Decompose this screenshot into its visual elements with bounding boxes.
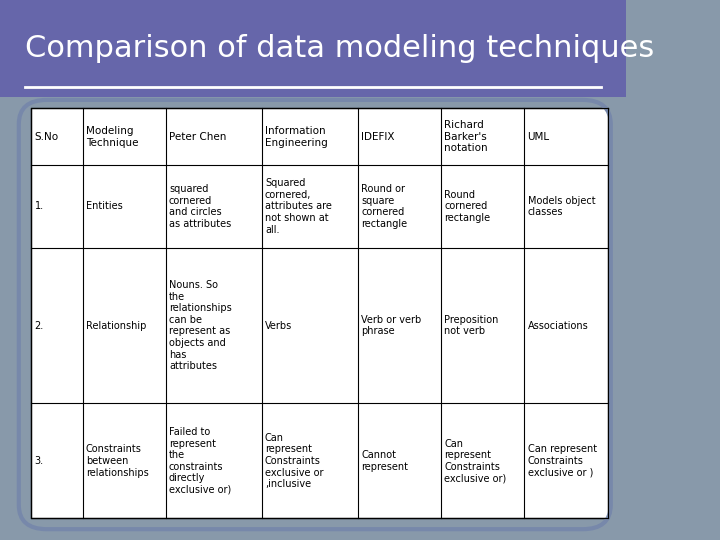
Text: Information
Engineering: Information Engineering bbox=[265, 126, 328, 147]
Text: Comparison of data modeling techniques: Comparison of data modeling techniques bbox=[25, 34, 654, 63]
Text: 3.: 3. bbox=[35, 456, 44, 466]
Bar bbox=[32, 108, 608, 518]
Text: Cannot
represent: Cannot represent bbox=[361, 450, 408, 472]
Text: Can
represent
Constraints
exclusive or): Can represent Constraints exclusive or) bbox=[444, 438, 507, 483]
Text: Richard
Barker's
notation: Richard Barker's notation bbox=[444, 120, 488, 153]
Text: Squared
cornered,
attributes are
not shown at
all.: Squared cornered, attributes are not sho… bbox=[265, 178, 332, 235]
Text: Relationship: Relationship bbox=[86, 321, 146, 330]
Text: Failed to
represent
the
constraints
directly
exclusive or): Failed to represent the constraints dire… bbox=[169, 427, 231, 495]
Bar bbox=[0, 0, 626, 97]
Text: Modeling
Technique: Modeling Technique bbox=[86, 126, 138, 147]
Text: Verb or verb
phrase: Verb or verb phrase bbox=[361, 315, 421, 336]
Text: Peter Chen: Peter Chen bbox=[169, 132, 226, 141]
Text: Nouns. So
the
relationships
can be
represent as
objects and
has
attributes: Nouns. So the relationships can be repre… bbox=[169, 280, 232, 371]
Text: Preposition
not verb: Preposition not verb bbox=[444, 315, 499, 336]
Text: IDEFIX: IDEFIX bbox=[361, 132, 395, 141]
Text: UML: UML bbox=[528, 132, 549, 141]
Text: Round
cornered
rectangle: Round cornered rectangle bbox=[444, 190, 490, 223]
Text: Can
represent
Constraints
exclusive or
,inclusive: Can represent Constraints exclusive or ,… bbox=[265, 433, 323, 489]
Text: Constraints
between
relationships: Constraints between relationships bbox=[86, 444, 148, 477]
Text: S.No: S.No bbox=[35, 132, 58, 141]
Text: 1.: 1. bbox=[35, 201, 44, 212]
Text: Entities: Entities bbox=[86, 201, 122, 212]
Text: Models object
classes: Models object classes bbox=[528, 195, 595, 217]
Text: squared
cornered
and circles
as attributes: squared cornered and circles as attribut… bbox=[169, 184, 231, 229]
Text: Associations: Associations bbox=[528, 321, 588, 330]
Text: 2.: 2. bbox=[35, 321, 44, 330]
Text: Verbs: Verbs bbox=[265, 321, 292, 330]
Text: Round or
square
cornered
rectangle: Round or square cornered rectangle bbox=[361, 184, 407, 229]
Text: Can represent
Constraints
exclusive or ): Can represent Constraints exclusive or ) bbox=[528, 444, 597, 477]
